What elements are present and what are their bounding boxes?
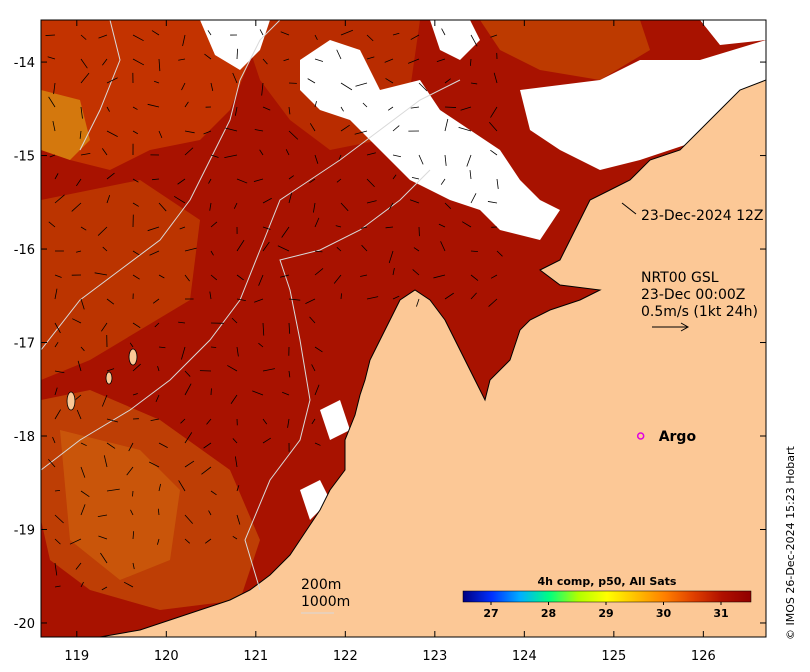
x-tick-label: 124 bbox=[512, 649, 537, 664]
y-tick-label: -14 bbox=[14, 56, 35, 71]
current-scale-label: 0.5m/s (1kt 24h) bbox=[641, 304, 758, 320]
land bbox=[100, 80, 766, 637]
current-scale-arrow bbox=[652, 322, 690, 332]
copyright-text: © IMOS 26-Dec-2024 15:23 Hobart bbox=[784, 446, 797, 640]
cloud-mask bbox=[200, 20, 766, 520]
current-time-label: 23-Dec 00:00Z bbox=[641, 287, 745, 303]
axis-ticks bbox=[41, 20, 766, 637]
bathymetry-contours bbox=[41, 20, 461, 591]
x-tick-label: 122 bbox=[333, 649, 358, 664]
plot-frame bbox=[40, 19, 767, 638]
contour-200-label: 200m bbox=[301, 577, 341, 593]
colorbar-tick-label: 27 bbox=[483, 607, 498, 620]
y-tick-label: -19 bbox=[14, 523, 35, 538]
y-tick-label: -18 bbox=[14, 430, 35, 445]
axis-tick-labels: 119 120 121 122 123 124 125 126 -14 -15 -16 -17 -18 -… bbox=[14, 56, 716, 664]
colorbar-tick-label: 29 bbox=[598, 607, 613, 620]
y-tick-label: -17 bbox=[14, 337, 35, 352]
x-tick-label: 120 bbox=[154, 649, 179, 664]
timestamp-label: 23-Dec-2024 12Z bbox=[641, 208, 764, 224]
colorbar-tick-label: 31 bbox=[713, 607, 728, 620]
current-source-label: NRT00 GSL bbox=[641, 270, 719, 286]
argo-float-marker bbox=[636, 432, 645, 440]
y-tick-label: -15 bbox=[14, 150, 35, 165]
current-vectors bbox=[45, 28, 503, 591]
colorbar-tick-label: 28 bbox=[541, 607, 556, 620]
x-tick-label: 126 bbox=[691, 649, 716, 664]
colorbar: 4h comp, p50, All Sats 27 28 29 30 31 bbox=[462, 575, 752, 620]
colorbar-tick-label: 30 bbox=[656, 607, 672, 620]
argo-label: Argo bbox=[659, 429, 697, 445]
x-tick-label: 123 bbox=[422, 649, 447, 664]
x-tick-label: 121 bbox=[243, 649, 268, 664]
colorbar-gradient bbox=[462, 590, 752, 603]
x-tick-label: 119 bbox=[64, 649, 89, 664]
y-tick-label: -20 bbox=[14, 617, 35, 632]
x-tick-label: 125 bbox=[601, 649, 626, 664]
colorbar-title: 4h comp, p50, All Sats bbox=[538, 575, 677, 588]
contour-1000-label: 1000m bbox=[301, 594, 350, 610]
coastline bbox=[99, 79, 766, 637]
y-tick-label: -16 bbox=[14, 243, 35, 258]
